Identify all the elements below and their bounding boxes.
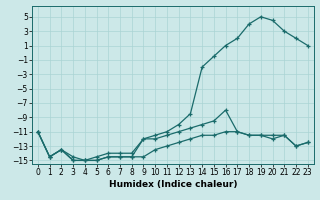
X-axis label: Humidex (Indice chaleur): Humidex (Indice chaleur): [108, 180, 237, 189]
